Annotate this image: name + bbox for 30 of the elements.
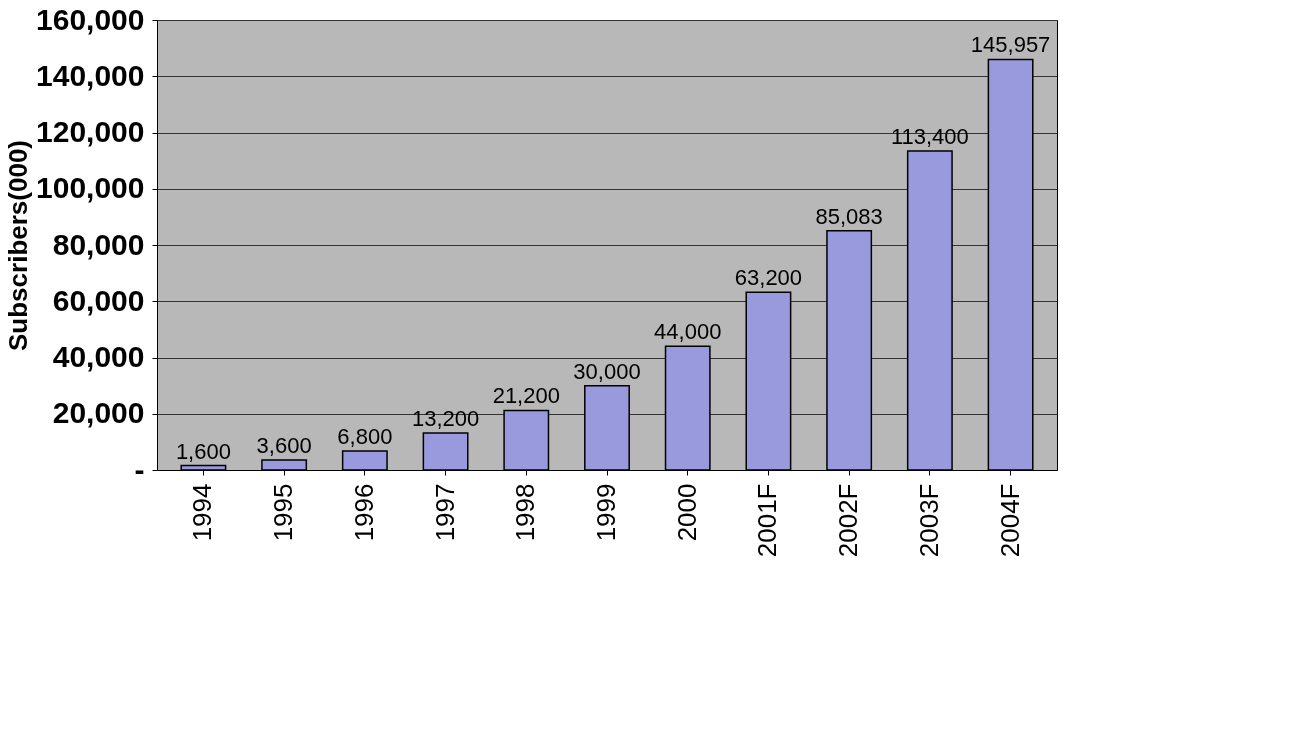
- y-tick-label: 100,000: [36, 171, 145, 205]
- data-label: 44,000: [654, 319, 722, 345]
- x-tick-label: 1999: [591, 483, 621, 542]
- x-tick-label: 1997: [429, 483, 460, 542]
- y-tick-label: 80,000: [52, 227, 145, 261]
- data-label: 21,200: [492, 383, 560, 409]
- data-label: 145,957: [970, 32, 1051, 58]
- y-tick-label: -: [134, 452, 145, 486]
- y-tick-label: 40,000: [52, 340, 145, 373]
- x-tick-label: 1996: [348, 483, 379, 542]
- data-label: 3,600: [256, 432, 312, 458]
- x-tick-label: 2003F: [913, 483, 944, 558]
- y-tick-label: 140,000: [36, 58, 145, 92]
- data-label: 30,000: [573, 358, 641, 384]
- data-label: 63,200: [734, 265, 803, 291]
- x-tick-label: 1995: [268, 483, 299, 542]
- y-tick-label: 120,000: [36, 115, 145, 148]
- data-label: 85,083: [815, 203, 883, 229]
- x-tick-label: 1994: [187, 483, 218, 542]
- y-tick-label: 20,000: [52, 396, 145, 430]
- x-tick-label: 2002F: [833, 483, 864, 558]
- data-label: 1,600: [175, 438, 231, 464]
- y-tick-label: 160,000: [36, 2, 145, 36]
- y-axis-title: Subscribers(000): [3, 140, 34, 351]
- x-tick-label: 2001F: [752, 483, 783, 558]
- x-tick-label: 1998: [510, 483, 541, 542]
- x-tick-label: 2000: [671, 483, 702, 542]
- x-tick-label: 2004F: [994, 483, 1025, 558]
- y-tick-label: 60,000: [52, 283, 145, 317]
- data-label: 6,800: [337, 423, 393, 449]
